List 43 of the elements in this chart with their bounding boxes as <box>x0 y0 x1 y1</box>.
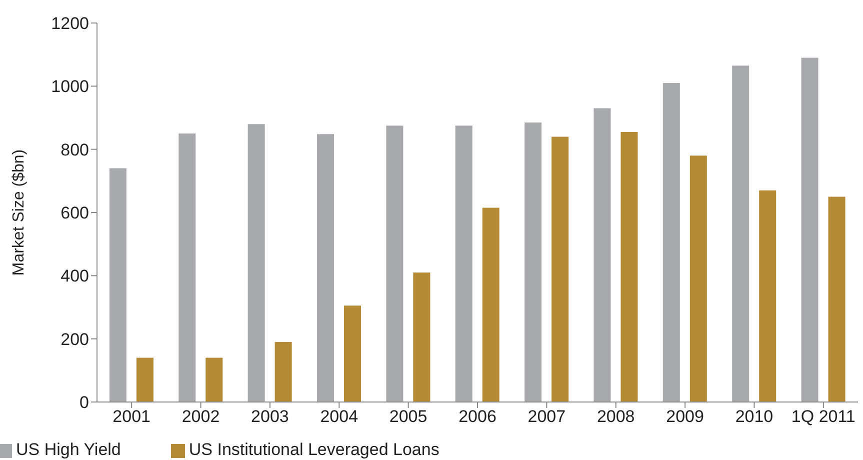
bar <box>178 134 196 402</box>
x-tick-label: 2001 <box>112 407 151 426</box>
bar <box>386 126 404 402</box>
bar <box>109 168 126 402</box>
x-tick-label: 2008 <box>596 407 635 426</box>
bar <box>620 132 638 402</box>
y-axis-title: Market Size ($bn) <box>10 149 28 276</box>
bar <box>801 58 818 402</box>
bar <box>524 122 542 402</box>
bar <box>482 208 500 402</box>
bar <box>662 83 680 402</box>
bar <box>206 358 223 402</box>
x-tick-label: 2004 <box>320 407 358 426</box>
y-tick-label: 800 <box>60 140 89 160</box>
y-tick-label: 1000 <box>51 77 89 96</box>
x-tick-label: 2006 <box>458 407 496 426</box>
y-tick-label: 0 <box>80 393 89 412</box>
bar <box>136 358 154 402</box>
bar <box>248 124 265 402</box>
bar <box>344 306 361 402</box>
x-tick-label: 2005 <box>389 407 428 426</box>
bar <box>552 136 569 402</box>
y-tick-label: 400 <box>60 266 89 286</box>
bar <box>455 126 472 402</box>
y-tick-label: 1200 <box>51 14 89 34</box>
y-tick-label: 600 <box>60 204 89 223</box>
bar <box>594 108 611 402</box>
legend-label: US Institutional Leveraged Loans <box>188 440 440 459</box>
y-tick-label: 200 <box>60 330 89 349</box>
x-tick-label: 2002 <box>182 407 220 426</box>
bar <box>828 196 846 402</box>
x-tick-label: 2010 <box>735 407 774 426</box>
x-tick-label: 1Q 2011 <box>791 407 856 426</box>
x-tick-label: 2007 <box>528 407 566 426</box>
bar <box>274 342 292 402</box>
bar <box>690 156 707 402</box>
bar <box>317 134 334 402</box>
legend-label: US High Yield <box>16 440 121 459</box>
bar <box>413 272 430 402</box>
x-tick-label: 2003 <box>251 407 289 426</box>
bar <box>732 66 750 402</box>
bar <box>759 190 776 402</box>
x-tick-label: 2009 <box>666 407 704 426</box>
